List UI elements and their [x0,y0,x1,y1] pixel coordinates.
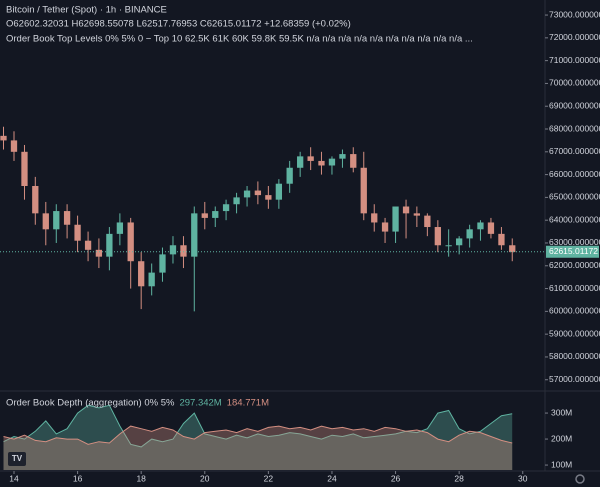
candle-body [254,190,262,196]
plot-area [0,126,545,470]
last-price-box [546,245,599,258]
candle-body [74,224,81,241]
y-tick-label: 71000.000000 [549,55,600,65]
y-tick-label: 65000.000000 [549,192,600,202]
indicator-legend: Order Book Top Levels 0% 5% 0 − Top 10 6… [6,34,473,45]
candle-body [350,154,357,168]
y-tick-label: 66000.000000 [549,169,600,179]
candle-body [445,245,452,247]
depth-area [3,426,513,470]
candle-body [286,167,293,184]
candle-body [487,222,495,234]
y-tick-label: 61000.000000 [549,283,600,293]
candle-body [106,233,113,257]
candle-body [116,222,124,234]
x-tick-label: 30 [518,473,528,483]
y-tick-label: 60000.000000 [549,306,600,316]
candle-body [413,213,421,216]
candle-body [84,240,92,250]
candle-body [339,154,346,159]
chart-title: Bitcoin / Tether (Spot) · 1h · BINANCE [6,5,167,16]
candle-body [498,233,505,246]
candle-body [466,229,473,239]
y-tick-label: 63000.000000 [549,237,600,247]
settings-icon[interactable] [575,474,585,484]
candle-body [10,140,18,152]
x-tick-label: 22 [264,473,274,483]
y-tick-label: 73000.000000 [549,9,600,19]
y-tick-label: 72000.000000 [549,32,600,42]
svg-text:TV: TV [12,454,23,463]
x-tick-label: 26 [391,473,401,483]
candle-body [42,213,49,230]
candle-body [243,190,251,198]
y-tick-label: 58000.000000 [549,351,600,361]
candle-body [222,204,230,212]
depth-line [3,425,513,445]
depth-title: Order Book Depth (aggregation) 0% 5% [6,398,175,409]
tv-logo[interactable]: TV [8,452,26,466]
candle-body [297,156,304,168]
candle-body [307,156,314,161]
x-tick-label: 24 [327,473,337,483]
y-tick-label: 68000.000000 [549,123,600,133]
candle-body [265,195,272,200]
candle-body [456,238,463,246]
y-tick-label: 57000.000000 [549,374,600,384]
depth-area [3,405,513,470]
y-tick-label: 200M [551,433,572,443]
x-tick-label: 20 [200,473,210,483]
y-tick-label: 67000.000000 [549,146,600,156]
candle-body [275,183,283,200]
ohlc-legend: O62602.32031 H62698.55078 L62517.76953 C… [6,19,351,30]
candle-body [21,151,28,186]
y-tick-label: 59000.000000 [549,328,600,338]
candle-body [32,185,39,214]
candle-body [318,160,325,166]
x-tick-label: 14 [9,473,19,483]
last-price-label: 62615.01172 [549,246,598,256]
candle-body [381,222,389,232]
candle-body [169,245,177,255]
y-tick-label: 100M [551,459,572,469]
y-tick-label: 64000.000000 [549,214,600,224]
candle-body [392,206,399,232]
candle-body [434,227,441,246]
candle-body [360,167,367,214]
y-tick-label: 69000.000000 [549,100,600,110]
x-tick-label: 28 [454,473,464,483]
candle-body [212,211,219,218]
candle-body [477,222,484,230]
y-tick-label: 300M [551,407,572,417]
candle-body [159,254,166,273]
candle-body [0,135,7,141]
depth-legend-value: 297.342M [179,398,221,409]
candle-body [180,245,187,257]
candle-body [127,222,134,262]
depth-line [3,404,513,448]
y-tick-label: 70000.000000 [549,78,600,88]
candle-body [371,213,378,223]
candle-body [191,213,198,257]
candle-body [148,272,155,287]
depth-legend-value: 184.771M [227,398,269,409]
x-tick-label: 16 [73,473,83,483]
candle-body [402,206,410,214]
candle-body [509,245,516,253]
candle-body [95,249,103,257]
candle-body [53,211,60,230]
candle-body [233,197,240,205]
candle-body [328,158,336,166]
y-tick-label: 62000.000000 [549,260,600,270]
candle-body [201,213,208,218]
x-tick-label: 18 [136,473,146,483]
candle-body [424,215,431,228]
candle-body [138,261,145,287]
candle-body [63,211,71,225]
